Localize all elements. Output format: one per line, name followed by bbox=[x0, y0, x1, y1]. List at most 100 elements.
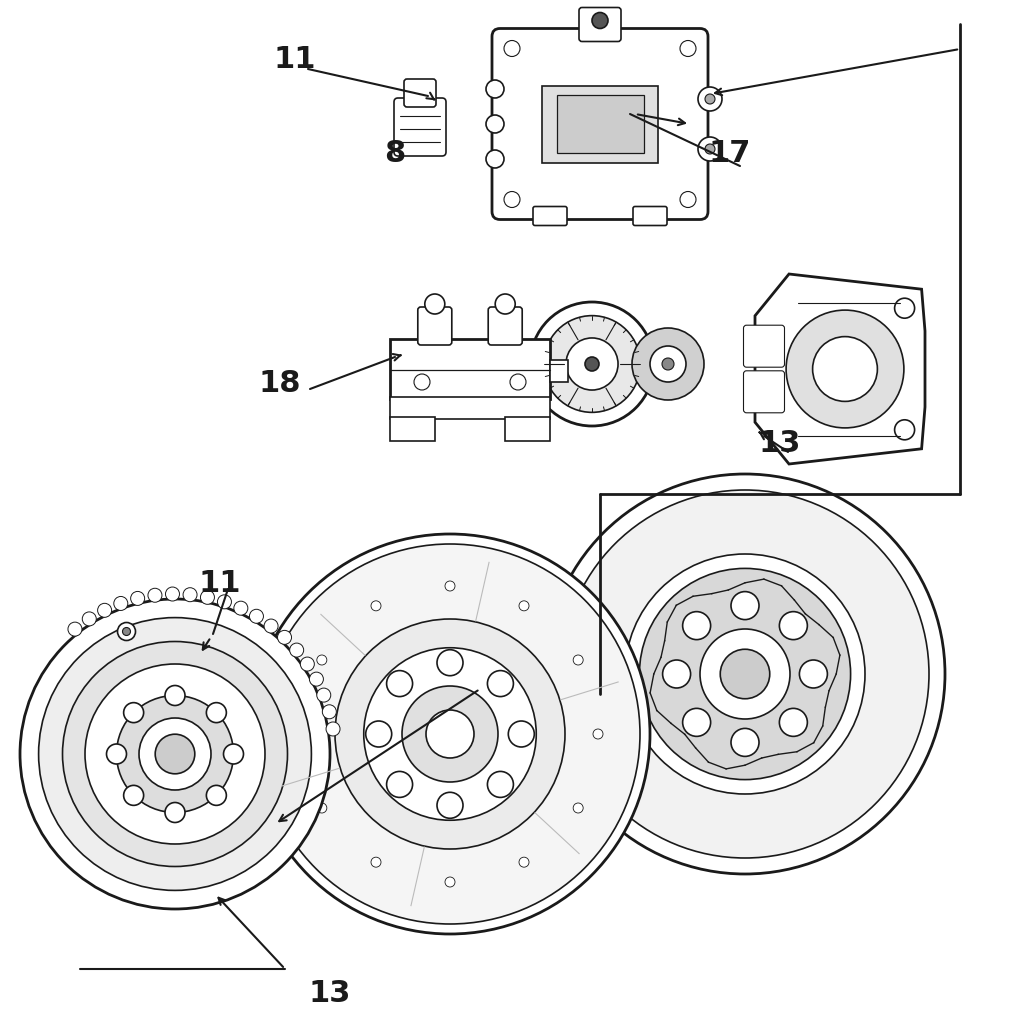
FancyBboxPatch shape bbox=[418, 307, 452, 345]
Circle shape bbox=[68, 623, 82, 636]
Circle shape bbox=[650, 346, 686, 382]
Circle shape bbox=[124, 702, 143, 723]
Circle shape bbox=[223, 744, 244, 764]
Circle shape bbox=[156, 734, 195, 774]
Circle shape bbox=[519, 601, 529, 611]
Circle shape bbox=[278, 631, 292, 644]
Text: 11: 11 bbox=[199, 569, 242, 598]
Circle shape bbox=[445, 581, 455, 591]
Circle shape bbox=[437, 649, 463, 676]
Bar bbox=[556, 95, 643, 153]
Circle shape bbox=[207, 785, 226, 805]
FancyBboxPatch shape bbox=[488, 307, 522, 345]
FancyBboxPatch shape bbox=[633, 207, 667, 225]
FancyBboxPatch shape bbox=[743, 371, 784, 413]
Circle shape bbox=[217, 595, 231, 609]
Circle shape bbox=[425, 294, 444, 314]
Circle shape bbox=[165, 803, 185, 822]
FancyBboxPatch shape bbox=[743, 326, 784, 368]
Bar bbox=[390, 339, 550, 399]
Circle shape bbox=[486, 150, 504, 168]
Circle shape bbox=[813, 337, 878, 401]
Circle shape bbox=[85, 664, 265, 844]
Circle shape bbox=[566, 338, 618, 390]
FancyBboxPatch shape bbox=[534, 207, 567, 225]
Circle shape bbox=[166, 587, 179, 601]
Circle shape bbox=[39, 617, 311, 891]
Circle shape bbox=[371, 857, 381, 867]
FancyBboxPatch shape bbox=[394, 98, 446, 156]
Circle shape bbox=[402, 686, 498, 782]
Circle shape bbox=[680, 41, 696, 56]
Circle shape bbox=[625, 554, 865, 794]
Circle shape bbox=[544, 315, 640, 413]
Circle shape bbox=[366, 721, 392, 746]
Circle shape bbox=[371, 601, 381, 611]
Circle shape bbox=[387, 671, 413, 696]
Circle shape bbox=[486, 80, 504, 98]
Circle shape bbox=[426, 710, 474, 758]
Circle shape bbox=[118, 623, 135, 640]
Circle shape bbox=[680, 191, 696, 208]
Circle shape bbox=[201, 590, 214, 604]
Bar bbox=[542, 85, 658, 163]
Circle shape bbox=[250, 609, 263, 624]
Circle shape bbox=[131, 592, 144, 605]
Circle shape bbox=[316, 688, 331, 702]
Circle shape bbox=[20, 599, 330, 909]
Circle shape bbox=[573, 803, 584, 813]
Circle shape bbox=[530, 302, 654, 426]
Circle shape bbox=[414, 374, 430, 390]
Circle shape bbox=[510, 374, 526, 390]
Text: 11: 11 bbox=[273, 44, 316, 74]
Circle shape bbox=[698, 87, 722, 111]
Text: 13: 13 bbox=[309, 980, 351, 1009]
Circle shape bbox=[731, 592, 759, 620]
Circle shape bbox=[895, 298, 914, 318]
Circle shape bbox=[705, 94, 715, 104]
Circle shape bbox=[62, 641, 288, 866]
Circle shape bbox=[573, 655, 584, 665]
Circle shape bbox=[82, 612, 96, 626]
Circle shape bbox=[662, 358, 674, 370]
Bar bbox=[390, 397, 550, 419]
Circle shape bbox=[207, 702, 226, 723]
Circle shape bbox=[250, 534, 650, 934]
Circle shape bbox=[585, 357, 599, 371]
Circle shape bbox=[316, 803, 327, 813]
Circle shape bbox=[698, 137, 722, 161]
Circle shape bbox=[731, 728, 759, 757]
FancyBboxPatch shape bbox=[404, 79, 436, 106]
Text: 13: 13 bbox=[759, 429, 801, 459]
Text: 18: 18 bbox=[259, 370, 301, 398]
FancyBboxPatch shape bbox=[579, 7, 621, 42]
Circle shape bbox=[139, 718, 211, 790]
Circle shape bbox=[683, 709, 711, 736]
Text: 17: 17 bbox=[709, 139, 752, 169]
Circle shape bbox=[97, 603, 112, 617]
Circle shape bbox=[114, 596, 128, 610]
Circle shape bbox=[800, 660, 827, 688]
Circle shape bbox=[233, 601, 248, 615]
Circle shape bbox=[786, 310, 904, 428]
Circle shape bbox=[326, 722, 340, 736]
Circle shape bbox=[561, 490, 929, 858]
Circle shape bbox=[504, 191, 520, 208]
Text: 8: 8 bbox=[384, 139, 406, 169]
Circle shape bbox=[639, 568, 851, 779]
Circle shape bbox=[183, 588, 197, 602]
Circle shape bbox=[895, 420, 914, 439]
Circle shape bbox=[260, 544, 640, 924]
Circle shape bbox=[705, 144, 715, 154]
Circle shape bbox=[592, 12, 608, 29]
Circle shape bbox=[264, 620, 279, 633]
Circle shape bbox=[123, 628, 130, 636]
Circle shape bbox=[147, 588, 162, 602]
Circle shape bbox=[663, 660, 690, 688]
Circle shape bbox=[316, 655, 327, 665]
Circle shape bbox=[683, 611, 711, 640]
Bar bbox=[550, 360, 568, 382]
Polygon shape bbox=[755, 274, 925, 464]
Circle shape bbox=[593, 729, 603, 739]
FancyBboxPatch shape bbox=[492, 29, 708, 219]
